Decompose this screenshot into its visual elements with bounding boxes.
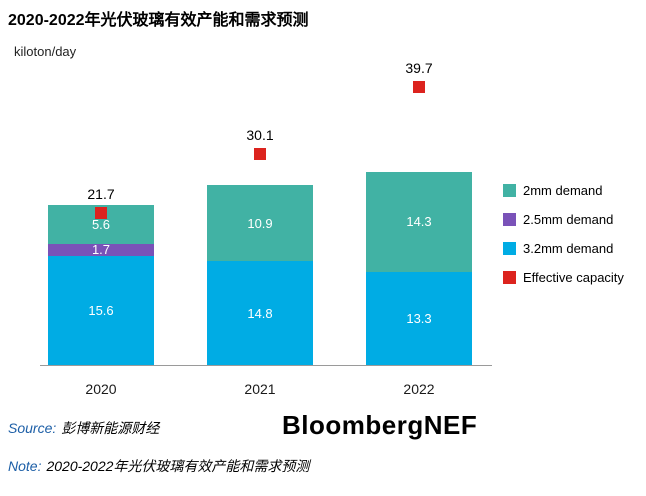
y-axis-unit-label: kiloton/day [14, 44, 77, 59]
legend-item-effective-capacity: Effective capacity [503, 271, 645, 284]
segment-value-label: 10.9 [247, 215, 273, 231]
bar-stack-2020: 15.6 1.7 5.6 [48, 204, 154, 365]
effective-capacity-value-label: 21.7 [87, 186, 115, 203]
plot-area: 15.6 1.7 5.6 21.7 2020 14.8 10.9 30.1 2021 13.3 14… [48, 60, 472, 397]
x-axis-tick-label: 2020 [85, 381, 117, 397]
note-text: 2020-2022年光伏玻璃有效产能和需求预测 [46, 458, 310, 474]
legend-label: 2.5mm demand [523, 212, 614, 227]
segment-3_2mm-demand: 14.8 [207, 261, 313, 365]
effective-capacity-marker [95, 207, 107, 220]
segment-3_2mm-demand: 13.3 [366, 271, 472, 365]
bloombergnef-logo: BloombergNEF [282, 410, 478, 440]
effective-capacity-value-label: 30.1 [246, 127, 274, 144]
segment-value-label: 1.7 [91, 242, 111, 258]
source-text: 彭博新能源财经 [61, 420, 160, 436]
legend-label: 3.2mm demand [523, 241, 614, 256]
segment-value-label: 15.6 [88, 302, 114, 318]
note-label: Note: [8, 458, 42, 474]
legend-item-3_2mm-demand: 3.2mm demand [503, 242, 645, 255]
segment-2mm-demand: 10.9 [207, 185, 313, 262]
bar-stack-2021: 14.8 10.9 [207, 185, 313, 365]
segment-2mm-demand: 14.3 [366, 171, 472, 272]
legend-item-2mm-demand: 2mm demand [503, 184, 645, 197]
segment-value-label: 5.6 [91, 216, 111, 232]
segment-value-label: 14.3 [406, 214, 432, 230]
effective-capacity-value-label: 39.7 [405, 60, 433, 77]
legend-label: 2mm demand [523, 183, 603, 198]
segment-value-label: 14.8 [247, 305, 273, 321]
legend-label: Effective capacity [523, 270, 624, 285]
chart-title: 2020-2022年光伏玻璃有效产能和需求预测 [8, 12, 309, 29]
effective-capacity-marker [254, 148, 266, 161]
legend-swatch [503, 213, 516, 226]
legend-swatch [503, 184, 516, 197]
x-axis-tick-label: 2022 [403, 381, 435, 397]
legend-swatch [503, 271, 516, 284]
legend: 2mm demand 2.5mm demand 3.2mm demand Effect… [503, 184, 645, 300]
effective-capacity-marker [413, 81, 425, 94]
note-line: Note: 2020-2022年光伏玻璃有效产能和需求预测 [8, 456, 309, 476]
x-axis-line [40, 365, 492, 366]
segment-2_5mm-demand: 1.7 [48, 242, 154, 258]
legend-swatch [503, 242, 516, 255]
segment-value-label: 13.3 [406, 310, 432, 326]
bar-stack-2022: 13.3 14.3 [366, 171, 472, 365]
segment-3_2mm-demand: 15.6 [48, 255, 154, 365]
legend-item-2_5mm-demand: 2.5mm demand [503, 213, 645, 226]
source-line: Source: 彭博新能源财经 [8, 418, 159, 438]
source-label: Source: [8, 420, 57, 436]
x-axis-tick-label: 2021 [244, 381, 276, 397]
